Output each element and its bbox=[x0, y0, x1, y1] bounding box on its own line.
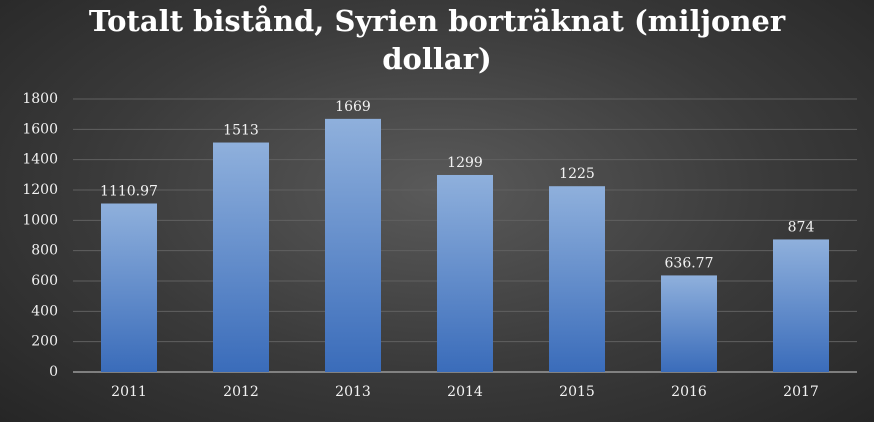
bar bbox=[773, 239, 829, 372]
bar bbox=[661, 275, 717, 372]
y-tick-label: 1400 bbox=[22, 152, 58, 168]
x-tick-label: 2017 bbox=[783, 384, 819, 400]
bar bbox=[213, 142, 269, 372]
y-tick-label: 1200 bbox=[22, 182, 58, 198]
bar bbox=[549, 186, 605, 372]
chart-title: Totalt bistånd, Syrien borträknat (miljo… bbox=[88, 4, 786, 76]
bar bbox=[101, 203, 157, 372]
y-tick-label: 1000 bbox=[22, 212, 58, 228]
bar bbox=[325, 118, 381, 372]
data-label: 1669 bbox=[335, 99, 371, 115]
y-tick-label: 800 bbox=[31, 243, 58, 259]
data-label: 636.77 bbox=[665, 255, 714, 271]
y-tick-label: 600 bbox=[31, 273, 58, 289]
x-tick-label: 2016 bbox=[671, 384, 707, 400]
y-tick-label: 400 bbox=[31, 303, 58, 319]
bar bbox=[437, 174, 493, 372]
data-label: 874 bbox=[788, 219, 815, 235]
data-label: 1225 bbox=[559, 166, 595, 182]
x-tick-label: 2011 bbox=[111, 384, 147, 400]
x-tick-label: 2015 bbox=[559, 384, 595, 400]
x-tick-label: 2014 bbox=[447, 384, 483, 400]
y-tick-label: 1600 bbox=[22, 121, 58, 137]
x-tick-label: 2013 bbox=[335, 384, 371, 400]
y-tick-label: 200 bbox=[31, 334, 58, 350]
data-label: 1513 bbox=[223, 123, 259, 139]
data-label: 1299 bbox=[447, 155, 483, 171]
x-tick-label: 2012 bbox=[223, 384, 259, 400]
data-label: 1110.97 bbox=[100, 184, 158, 200]
y-tick-label: 0 bbox=[49, 364, 58, 380]
y-tick-label: 1800 bbox=[22, 91, 58, 107]
